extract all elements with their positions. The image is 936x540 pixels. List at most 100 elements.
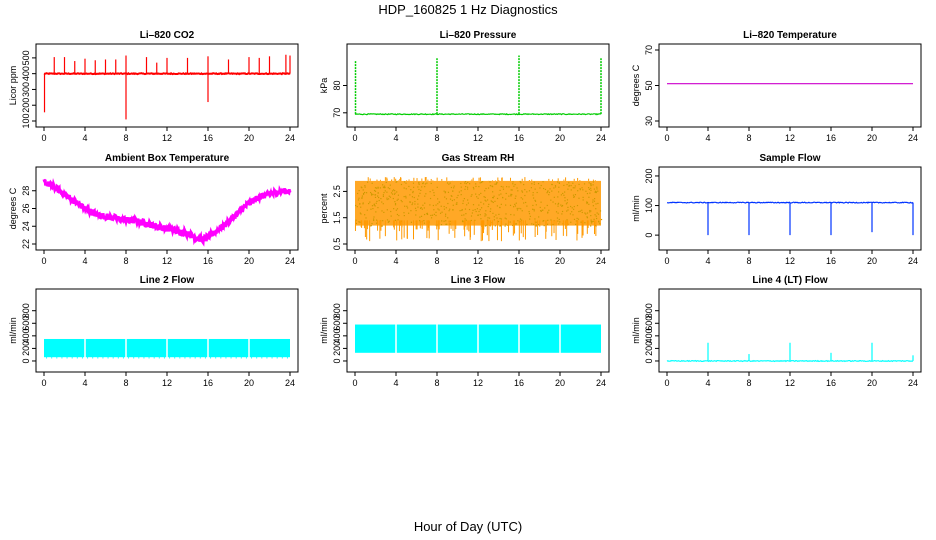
data-point xyxy=(381,210,383,212)
y-tick-label: 800 xyxy=(644,303,654,318)
data-point xyxy=(375,211,377,213)
data-point xyxy=(590,225,592,227)
data-point xyxy=(533,183,535,185)
data-point xyxy=(374,187,377,189)
data-point xyxy=(493,216,495,218)
data-point xyxy=(380,197,382,200)
data-point xyxy=(569,213,572,215)
data-point xyxy=(593,188,595,190)
data-point xyxy=(588,188,591,190)
data-point xyxy=(403,214,405,217)
data-point xyxy=(472,186,475,189)
data-point xyxy=(410,210,412,212)
data-point xyxy=(593,218,595,220)
data-point xyxy=(505,223,507,225)
data-point xyxy=(449,208,451,210)
x-tick-label: 8 xyxy=(434,378,439,388)
data-point xyxy=(572,214,574,216)
x-tick-label: 16 xyxy=(826,256,836,266)
data-point xyxy=(470,219,472,222)
data-point xyxy=(546,223,549,225)
data-point xyxy=(484,213,486,215)
data-point xyxy=(592,220,594,222)
data-point xyxy=(566,202,568,204)
data-point xyxy=(415,214,417,216)
data-point xyxy=(356,206,358,208)
x-tick-label: 20 xyxy=(244,256,254,266)
data-point xyxy=(449,182,451,184)
data-point xyxy=(492,186,494,188)
data-point xyxy=(362,202,364,204)
data-point xyxy=(534,218,536,220)
data-point xyxy=(507,224,509,227)
series-band xyxy=(355,180,601,226)
data-point xyxy=(554,185,557,187)
data-point xyxy=(464,208,467,210)
data-point xyxy=(393,193,396,195)
data-point xyxy=(409,201,412,203)
data-point xyxy=(571,211,573,213)
data-point xyxy=(584,212,586,214)
data-point xyxy=(556,217,559,219)
data-point xyxy=(412,190,414,193)
data-point xyxy=(381,225,383,227)
x-tick-label: 8 xyxy=(746,133,751,143)
data-point xyxy=(417,206,419,208)
x-tick-label: 16 xyxy=(826,133,836,143)
data-point xyxy=(581,209,583,211)
data-point xyxy=(406,207,409,209)
data-point xyxy=(479,182,481,184)
data-point xyxy=(415,209,417,212)
data-point xyxy=(557,202,560,204)
data-point xyxy=(512,224,514,227)
data-point xyxy=(371,182,373,184)
data-point xyxy=(515,202,517,204)
data-point xyxy=(550,219,552,221)
data-point xyxy=(360,206,362,208)
x-tick-label: 12 xyxy=(785,378,795,388)
data-point xyxy=(593,200,596,202)
data-point xyxy=(487,205,489,208)
data-point xyxy=(536,191,538,194)
data-point xyxy=(521,210,523,212)
data-point xyxy=(387,198,390,200)
data-point xyxy=(524,194,526,197)
data-point xyxy=(358,197,360,199)
data-point xyxy=(567,209,569,211)
data-point xyxy=(436,186,438,188)
data-point xyxy=(424,195,426,197)
data-point xyxy=(424,186,426,188)
data-point xyxy=(578,183,580,186)
data-point xyxy=(514,197,516,199)
panel-title: Gas Stream RH xyxy=(442,153,515,164)
chart-panel-1: Li–820 CO2 0 4 8 12 16 20 24 100200300400500Lico… xyxy=(8,30,299,143)
data-point xyxy=(475,210,477,213)
data-point xyxy=(590,182,592,185)
data-point xyxy=(590,189,592,191)
data-point xyxy=(547,211,549,213)
data-point xyxy=(492,191,494,193)
data-point xyxy=(528,210,530,213)
data-point xyxy=(409,201,411,203)
data-point xyxy=(397,219,399,221)
data-point xyxy=(443,220,445,222)
x-tick-label: 12 xyxy=(785,256,795,266)
data-point xyxy=(373,203,375,205)
data-point xyxy=(373,204,375,206)
data-point xyxy=(419,192,421,194)
data-point xyxy=(540,184,542,187)
data-point xyxy=(357,199,360,201)
data-point xyxy=(446,182,449,184)
data-point xyxy=(418,195,420,197)
x-tick-label: 24 xyxy=(908,378,918,388)
y-tick-label: 600 xyxy=(21,316,31,331)
data-point xyxy=(496,205,498,207)
x-tick-label: 12 xyxy=(162,256,172,266)
data-point xyxy=(551,183,553,186)
data-point xyxy=(445,198,448,200)
data-point xyxy=(382,184,384,186)
data-point xyxy=(529,218,531,220)
data-point xyxy=(382,203,384,205)
data-point xyxy=(400,199,402,202)
